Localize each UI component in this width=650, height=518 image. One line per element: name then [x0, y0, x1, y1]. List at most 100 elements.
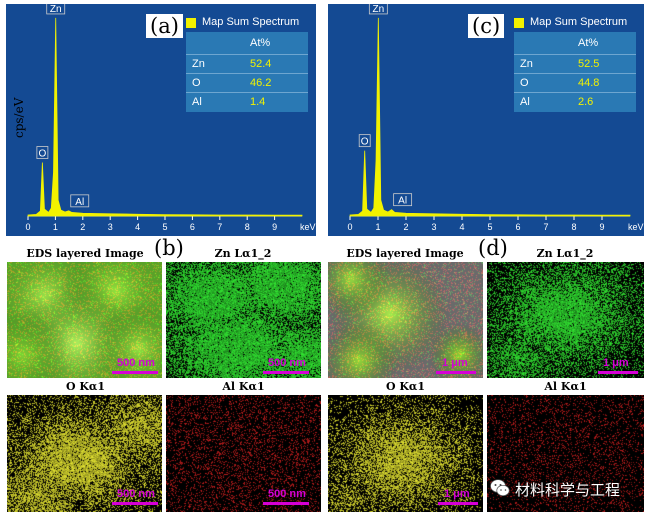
- map-d-al: [487, 395, 644, 512]
- x-tick-label: 1: [53, 222, 58, 232]
- scalebar-label-b-o: 500 nm: [117, 488, 155, 500]
- title-d-o: O Kα1: [385, 380, 426, 393]
- at-table-row: O 46.2: [186, 73, 308, 93]
- spectrum-a: 0 1 2 3 4 5 6 7 8 9 keV Zn O Al Map Sum Spectrum At% …: [6, 4, 316, 236]
- legend-label-a: Map Sum Spectrum: [202, 16, 300, 28]
- peak-label-box: [46, 4, 66, 15]
- spectrum-line: [27, 17, 303, 217]
- spectrum-c-plot: 0 1 2 3 4 5 6 7 8 9 keV Zn O Al: [347, 4, 644, 232]
- peak-label-box: [368, 4, 388, 15]
- panel-label-d: (d): [475, 236, 511, 260]
- x-tick-label: 7: [217, 222, 222, 232]
- x-axis-label: keV: [300, 222, 316, 232]
- map-d-zn: [487, 262, 644, 378]
- x-tick-label: 3: [108, 222, 113, 232]
- map-b-zn: [166, 262, 321, 378]
- element-name: Zn: [192, 58, 205, 70]
- at-table-row: Al 1.4: [186, 92, 308, 112]
- at-header-label: At%: [250, 37, 271, 49]
- panel-label-a: (a): [146, 14, 183, 38]
- element-name: O: [192, 77, 201, 89]
- scalebar-label-b-zn: 500 nm: [268, 357, 306, 369]
- scalebar-label-d-o: 1 μm: [444, 488, 470, 500]
- scalebar-label-b-al: 500 nm: [268, 488, 306, 500]
- element-value: 1.4: [250, 96, 266, 108]
- map-d-layered: [328, 262, 483, 378]
- x-tick-label: 9: [599, 222, 604, 232]
- legend-swatch-a: [186, 18, 196, 28]
- legend-label-c: Map Sum Spectrum: [530, 16, 628, 28]
- peak-label-text: O: [361, 137, 369, 148]
- wechat-icon: [489, 477, 511, 499]
- scalebar-b-al: [263, 502, 309, 505]
- x-tick-label: 3: [431, 222, 436, 232]
- x-tick-label: 1: [375, 222, 380, 232]
- peak-label: Al: [70, 194, 90, 208]
- x-tick-label: 4: [459, 222, 464, 232]
- watermark-text: 材料科学与工程: [515, 481, 621, 499]
- peak-label-text: Zn: [50, 4, 62, 15]
- x-tick-label: 5: [487, 222, 492, 232]
- x-tick-label: 0: [347, 222, 352, 232]
- scalebar-label-d-layered: 1 μm: [442, 357, 468, 369]
- scalebar-b-o: [112, 502, 158, 505]
- x-tick-label: 2: [80, 222, 85, 232]
- element-value: 44.8: [578, 77, 600, 89]
- scalebar-b-layered: [112, 371, 158, 374]
- x-tick-label: 5: [162, 222, 167, 232]
- x-tick-label: 2: [403, 222, 408, 232]
- title-b-o: O Kα1: [65, 380, 106, 393]
- panel-label-c: (c): [468, 14, 505, 38]
- legend-swatch-c: [514, 18, 524, 28]
- map-b-o: [7, 395, 162, 512]
- at-table-header: At%: [186, 34, 308, 53]
- at-table-row: O 44.8: [514, 73, 636, 93]
- peak-label-box: [358, 134, 371, 148]
- x-tick-label: 6: [515, 222, 520, 232]
- title-b-zn: Zn Lα1_2: [214, 247, 272, 260]
- peak-label: Al: [393, 193, 413, 207]
- peak-label-box: [393, 193, 413, 207]
- element-value: 52.4: [250, 58, 272, 70]
- spectrum-c: 0 1 2 3 4 5 6 7 8 9 keV Zn O Al Map Sum Spectrum At% …: [328, 4, 644, 236]
- element-value: 2.6: [578, 96, 594, 108]
- scalebar-label-d-zn: 1 μm: [603, 357, 629, 369]
- x-tick-label: 6: [190, 222, 195, 232]
- scalebar-d-zn: [598, 371, 638, 374]
- x-tick-label: 8: [571, 222, 576, 232]
- y-axis-label: cps/eV: [12, 97, 26, 138]
- at-table-c: At% Zn 52.5 O 44.8 Al 2.6: [514, 32, 636, 112]
- map-b-al: [166, 395, 321, 512]
- at-table-row: Zn 52.5: [514, 54, 636, 74]
- element-name: Zn: [520, 58, 533, 70]
- x-tick-label: 0: [25, 222, 30, 232]
- peak-label: O: [358, 134, 371, 148]
- at-table-header: At%: [514, 34, 636, 53]
- at-header-label: At%: [578, 37, 599, 49]
- peak-label-text: O: [38, 149, 46, 160]
- element-value: 52.5: [578, 58, 600, 70]
- scalebar-d-layered: [436, 371, 476, 374]
- title-d-layered: EDS layered Image: [346, 247, 464, 260]
- at-table-row: Al 2.6: [514, 92, 636, 112]
- peak-label-box: [36, 146, 49, 159]
- element-name: O: [520, 77, 529, 89]
- x-tick-label: 8: [245, 222, 250, 232]
- title-b-layered: EDS layered Image: [26, 247, 144, 260]
- title-d-al: Al Kα1: [544, 380, 587, 393]
- scalebar-d-o: [438, 502, 478, 505]
- element-name: Al: [192, 96, 202, 108]
- at-table-a: At% Zn 52.4 O 46.2 Al 1.4: [186, 32, 308, 112]
- peak-label: Zn: [368, 4, 388, 15]
- scalebar-label-b-layered: 500 nm: [117, 357, 155, 369]
- map-b-layered: [7, 262, 162, 378]
- peak-label: Zn: [46, 4, 66, 15]
- element-value: 46.2: [250, 77, 272, 89]
- peak-label: O: [36, 146, 49, 160]
- title-d-zn: Zn Lα1_2: [536, 247, 594, 260]
- x-axis-label: keV: [628, 222, 644, 232]
- element-name: Al: [520, 96, 530, 108]
- x-tick-label: 7: [543, 222, 548, 232]
- x-tick-label: 4: [135, 222, 140, 232]
- spectrum-a-plot: 0 1 2 3 4 5 6 7 8 9 keV Zn O Al: [25, 4, 316, 232]
